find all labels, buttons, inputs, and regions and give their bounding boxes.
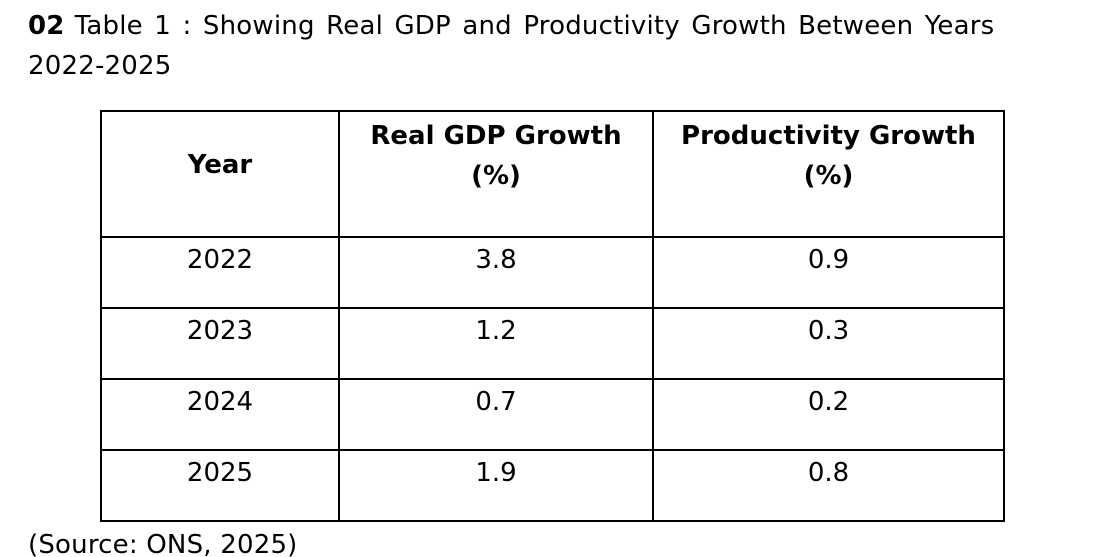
cell-gdp-growth: 0.7 xyxy=(338,378,654,451)
column-header-real-gdp-growth: Real GDP Growth (%) xyxy=(338,110,654,238)
caption-text-line2: 2022-2025 xyxy=(28,51,172,81)
cell-productivity-growth: 0.9 xyxy=(652,236,1005,309)
source-note: (Source: ONS, 2025) xyxy=(28,530,298,557)
column-header-productivity-label: Productivity Growth xyxy=(681,121,976,151)
table-header-row: Year Real GDP Growth (%) Productivity Gro… xyxy=(100,110,1005,238)
caption-text-line1: Table 1 : Showing Real GDP and Productiv… xyxy=(74,11,995,41)
caption-number: 02 xyxy=(28,11,65,41)
table-row: 2024 0.7 0.2 xyxy=(100,378,1005,451)
column-header-productivity-unit: (%) xyxy=(803,161,854,191)
table-row: 2023 1.2 0.3 xyxy=(100,307,1005,380)
cell-gdp-growth: 1.9 xyxy=(338,449,654,522)
gdp-productivity-table: Year Real GDP Growth (%) Productivity Gro… xyxy=(100,110,1005,522)
cell-year: 2025 xyxy=(100,449,340,522)
table-row: 2022 3.8 0.9 xyxy=(100,236,1005,309)
column-header-year-label: Year xyxy=(187,150,253,180)
cell-year: 2023 xyxy=(100,307,340,380)
table-row: 2025 1.9 0.8 xyxy=(100,449,1005,522)
table-caption: 02 Table 1 : Showing Real GDP and Product… xyxy=(28,6,1090,86)
cell-gdp-growth: 1.2 xyxy=(338,307,654,380)
column-header-gdp-label: Real GDP Growth xyxy=(370,121,622,151)
column-header-productivity-growth: Productivity Growth (%) xyxy=(652,110,1005,238)
cell-productivity-growth: 0.8 xyxy=(652,449,1005,522)
cell-year: 2022 xyxy=(100,236,340,309)
cell-year: 2024 xyxy=(100,378,340,451)
cell-gdp-growth: 3.8 xyxy=(338,236,654,309)
cell-productivity-growth: 0.2 xyxy=(652,378,1005,451)
cell-productivity-growth: 0.3 xyxy=(652,307,1005,380)
column-header-gdp-unit: (%) xyxy=(471,161,521,191)
column-header-year: Year xyxy=(100,110,340,238)
